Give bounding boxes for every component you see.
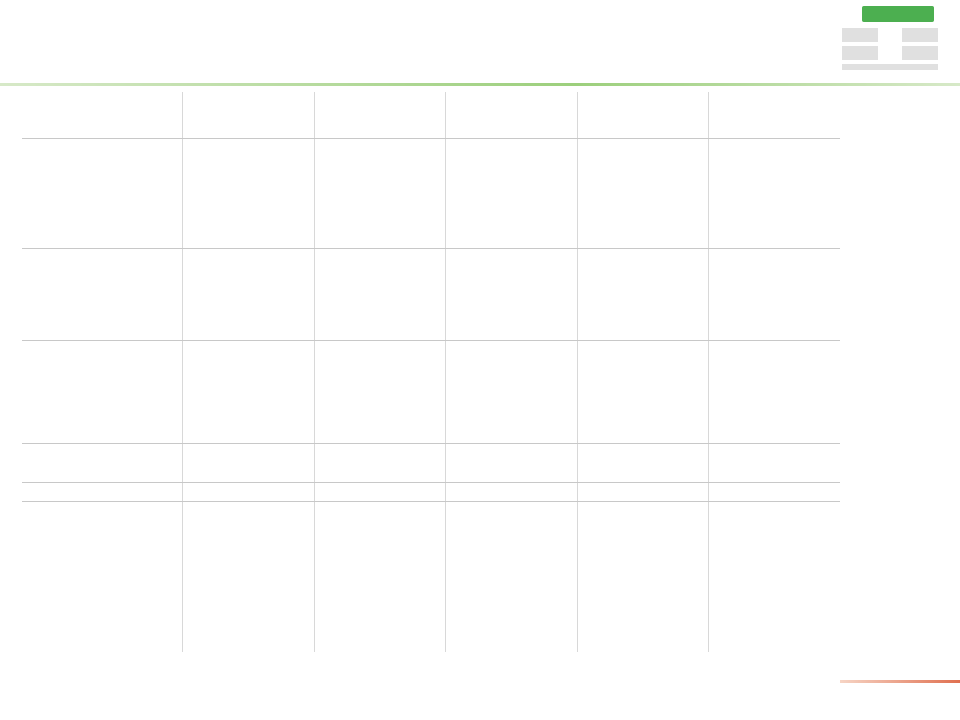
column-divider xyxy=(445,92,447,652)
section-divider xyxy=(22,248,840,249)
column-divider xyxy=(576,92,578,652)
footer-accent-line xyxy=(840,680,960,683)
page-title xyxy=(28,22,588,46)
logo-caption xyxy=(842,64,938,70)
footnotes xyxy=(28,662,828,706)
column-divider xyxy=(708,92,710,652)
page-number xyxy=(930,696,954,710)
logo-cell xyxy=(842,46,878,60)
footnote-1 xyxy=(28,662,828,672)
footnote-3 xyxy=(28,688,828,698)
logo-cell xyxy=(902,28,938,42)
data-table xyxy=(22,92,840,652)
section-divider xyxy=(22,482,840,483)
logo-cell xyxy=(842,28,878,42)
logo-cell xyxy=(902,46,938,60)
page-subtitle xyxy=(28,50,228,62)
column-divider xyxy=(313,92,315,652)
section-divider xyxy=(22,500,840,502)
footnote-2 xyxy=(28,675,828,685)
logo-badge xyxy=(862,6,934,22)
column-divider xyxy=(182,92,183,652)
section-divider xyxy=(22,340,840,341)
header-divider xyxy=(22,138,840,139)
header-accent-line xyxy=(0,83,960,86)
logo-block xyxy=(842,6,952,80)
section-divider xyxy=(22,442,840,444)
